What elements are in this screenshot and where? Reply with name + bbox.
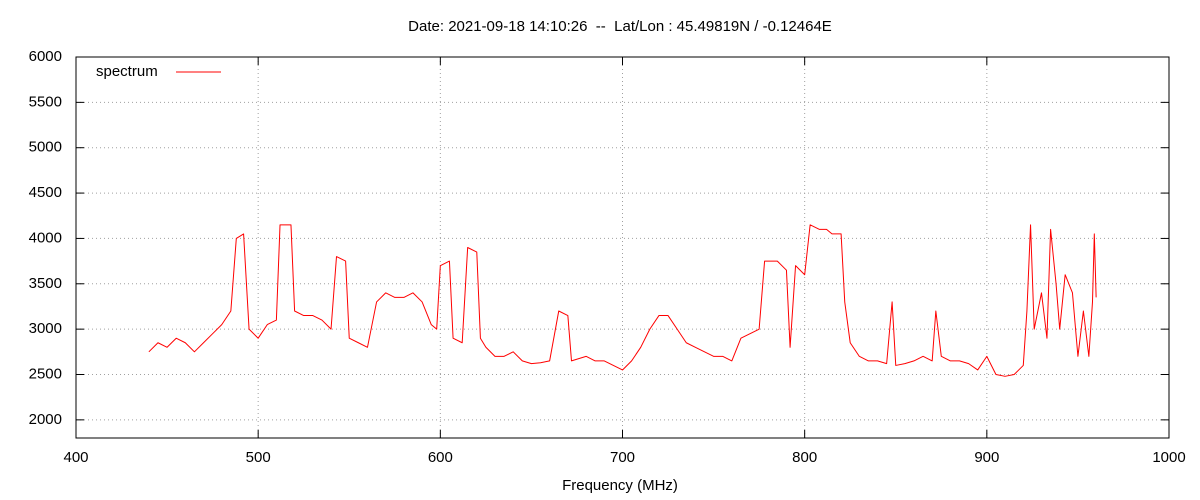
chart-title: Date: 2021-09-18 14:10:26 -- Lat/Lon : 4… xyxy=(408,18,832,35)
y-tick-label: 2500 xyxy=(29,365,62,382)
x-tick-label: 500 xyxy=(246,449,271,466)
plot-frame xyxy=(75,56,1170,439)
x-tick-label: 400 xyxy=(63,449,88,466)
y-tick-label: 4500 xyxy=(29,184,62,201)
y-tick-label: 3000 xyxy=(29,320,62,337)
y-tick-label: 5000 xyxy=(29,139,62,156)
legend-label: spectrum xyxy=(96,63,158,80)
x-tick-label: 1000 xyxy=(1152,449,1185,466)
series-line xyxy=(148,224,1097,377)
y-tick-label: 5500 xyxy=(29,93,62,110)
x-tick-label: 600 xyxy=(428,449,453,466)
y-tick-label: 6000 xyxy=(29,48,62,65)
x-axis-label: Frequency (MHz) xyxy=(562,477,678,494)
y-tick-label: 2000 xyxy=(29,411,62,428)
y-tick-label: 3500 xyxy=(29,275,62,292)
x-tick-label: 900 xyxy=(974,449,999,466)
y-tick-label: 4000 xyxy=(29,229,62,246)
x-tick-label: 800 xyxy=(792,449,817,466)
x-tick-label: 700 xyxy=(610,449,635,466)
